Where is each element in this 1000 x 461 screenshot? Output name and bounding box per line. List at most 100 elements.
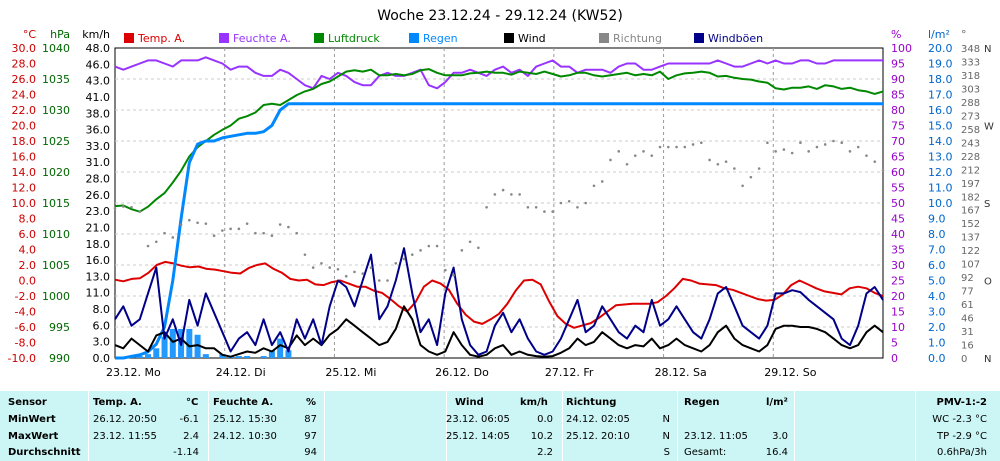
axis-unit: km/h: [82, 28, 110, 41]
direction-point: [477, 246, 480, 250]
axis-tick-label: 5.0: [928, 275, 946, 288]
axis-tick-label: 16.0: [928, 104, 953, 117]
direction-point: [344, 274, 348, 278]
legend-label: Richtung: [613, 32, 662, 45]
stats-panel: Sensor MinWert MaxWert Durchschnitt Temp…: [0, 391, 1000, 461]
direction-point: [402, 257, 406, 261]
compass-label: N: [984, 44, 991, 55]
legend-swatch: [219, 33, 229, 43]
axis-tick-label: 70: [891, 135, 905, 148]
axis-tick-label: 228: [961, 152, 980, 163]
axis-tick-label: 77: [961, 287, 974, 298]
axis-tick-label: 18.0: [86, 238, 111, 251]
axes: °C30.0 28.0 26.0 24.0 22.0 20.0 18.0 16.0 14.0 12…: [8, 28, 994, 365]
series-lines: [113, 56, 885, 360]
wind-min: 0.0: [537, 414, 553, 425]
direction-point: [666, 145, 670, 149]
direction-point: [600, 180, 604, 183]
axis-tick-label: 18.0: [928, 73, 953, 86]
compass-label: O: [984, 277, 992, 288]
direction-point: [840, 141, 844, 145]
direction-point: [427, 244, 431, 248]
axis-tick-label: 50: [891, 197, 905, 210]
direction-point: [724, 160, 728, 163]
rain-bar: [153, 348, 160, 358]
series-line-feuchte-a-: [114, 56, 883, 90]
temp-title: Temp. A.: [93, 397, 142, 408]
axis-tick-label: 1040: [42, 42, 70, 55]
legend-label: Luftdruck: [328, 32, 380, 45]
rain-bar: [219, 354, 226, 358]
dir-max-time: 25.12. 20:10: [566, 431, 630, 442]
direction-point: [377, 279, 381, 282]
axis-tick-label: 19.0: [928, 58, 953, 71]
axis-tick-label: 24.0: [12, 89, 37, 102]
direction-point: [196, 221, 199, 225]
wind-avg: 2.2: [537, 447, 553, 458]
axis-tick-label: 90: [891, 73, 905, 86]
direction-point: [130, 206, 133, 209]
axis-tick-label: 100: [891, 42, 912, 55]
direction-point: [708, 158, 711, 162]
axis-tick-label: 4.0: [928, 290, 946, 303]
direction-point: [873, 160, 877, 163]
axis-tick-label: 60: [891, 166, 905, 179]
axis-tick-label: 16.0: [12, 151, 37, 164]
axis-tick-label: 1030: [42, 104, 70, 117]
direction-point: [733, 167, 736, 170]
axis-tick-label: 20.0: [928, 42, 953, 55]
chart-title: Woche 23.12.24 - 29.12.24 (KW52): [377, 8, 623, 24]
direction-point: [444, 268, 447, 272]
direction-point: [154, 240, 158, 244]
direction-point: [617, 150, 621, 153]
row-label-min: MinWert: [8, 414, 56, 425]
axis-tick-label: 0.0: [19, 275, 37, 288]
direction-point: [204, 222, 208, 225]
axis-tick-label: 36.0: [86, 124, 111, 137]
axis-tick-label: 1020: [42, 166, 70, 179]
series-line-wind: [114, 305, 884, 358]
direction-point: [658, 145, 662, 149]
direction-point: [245, 222, 249, 225]
axis-tick-label: 6.0: [928, 259, 946, 272]
axis-tick-label: 122: [961, 246, 980, 257]
direction-point: [683, 145, 687, 149]
axis-unit: hPa: [50, 28, 70, 41]
dir-max: N: [662, 431, 670, 442]
wind-max: 10.2: [530, 431, 553, 442]
axis-tick-label: -6.0: [15, 321, 36, 334]
direction-point: [848, 150, 852, 153]
axis-tick-label: 197: [961, 179, 980, 190]
axis-tick-label: 8.0: [928, 228, 946, 241]
axis-tick-label: 9.0: [928, 213, 946, 226]
hum-max: 97: [304, 431, 317, 442]
rain-bar: [202, 354, 209, 358]
direction-point: [311, 266, 315, 269]
legend-swatch: [314, 33, 324, 43]
axis-tick-label: 26.0: [12, 73, 37, 86]
grid: [114, 47, 884, 359]
direction-point: [171, 236, 175, 239]
direction-point: [823, 143, 827, 146]
axis-tick-label: 11.0: [928, 182, 953, 195]
axis-tick-label: 21.0: [86, 221, 111, 234]
axis-tick-label: 1005: [42, 259, 70, 272]
direction-point: [237, 227, 241, 231]
rain-bar: [194, 334, 201, 358]
direction-point: [320, 261, 323, 265]
pmv-wc: WC -2.3 °C: [932, 414, 987, 425]
axis-tick-label: 26.0: [86, 189, 111, 202]
direction-point: [336, 268, 340, 271]
direction-point: [394, 261, 398, 265]
legend-label: Windböen: [708, 32, 763, 45]
day-label: 28.12. Sa: [655, 366, 707, 379]
axis-tick-label: 75: [891, 120, 905, 133]
direction-point: [485, 206, 488, 209]
direction-point: [766, 141, 769, 145]
temp-max: 2.4: [183, 431, 199, 442]
direction-point: [543, 210, 546, 213]
axis-tick-label: 30.0: [12, 42, 37, 55]
axis-tick-label: 65: [891, 151, 905, 164]
direction-point: [534, 206, 538, 209]
direction-point: [559, 201, 563, 205]
